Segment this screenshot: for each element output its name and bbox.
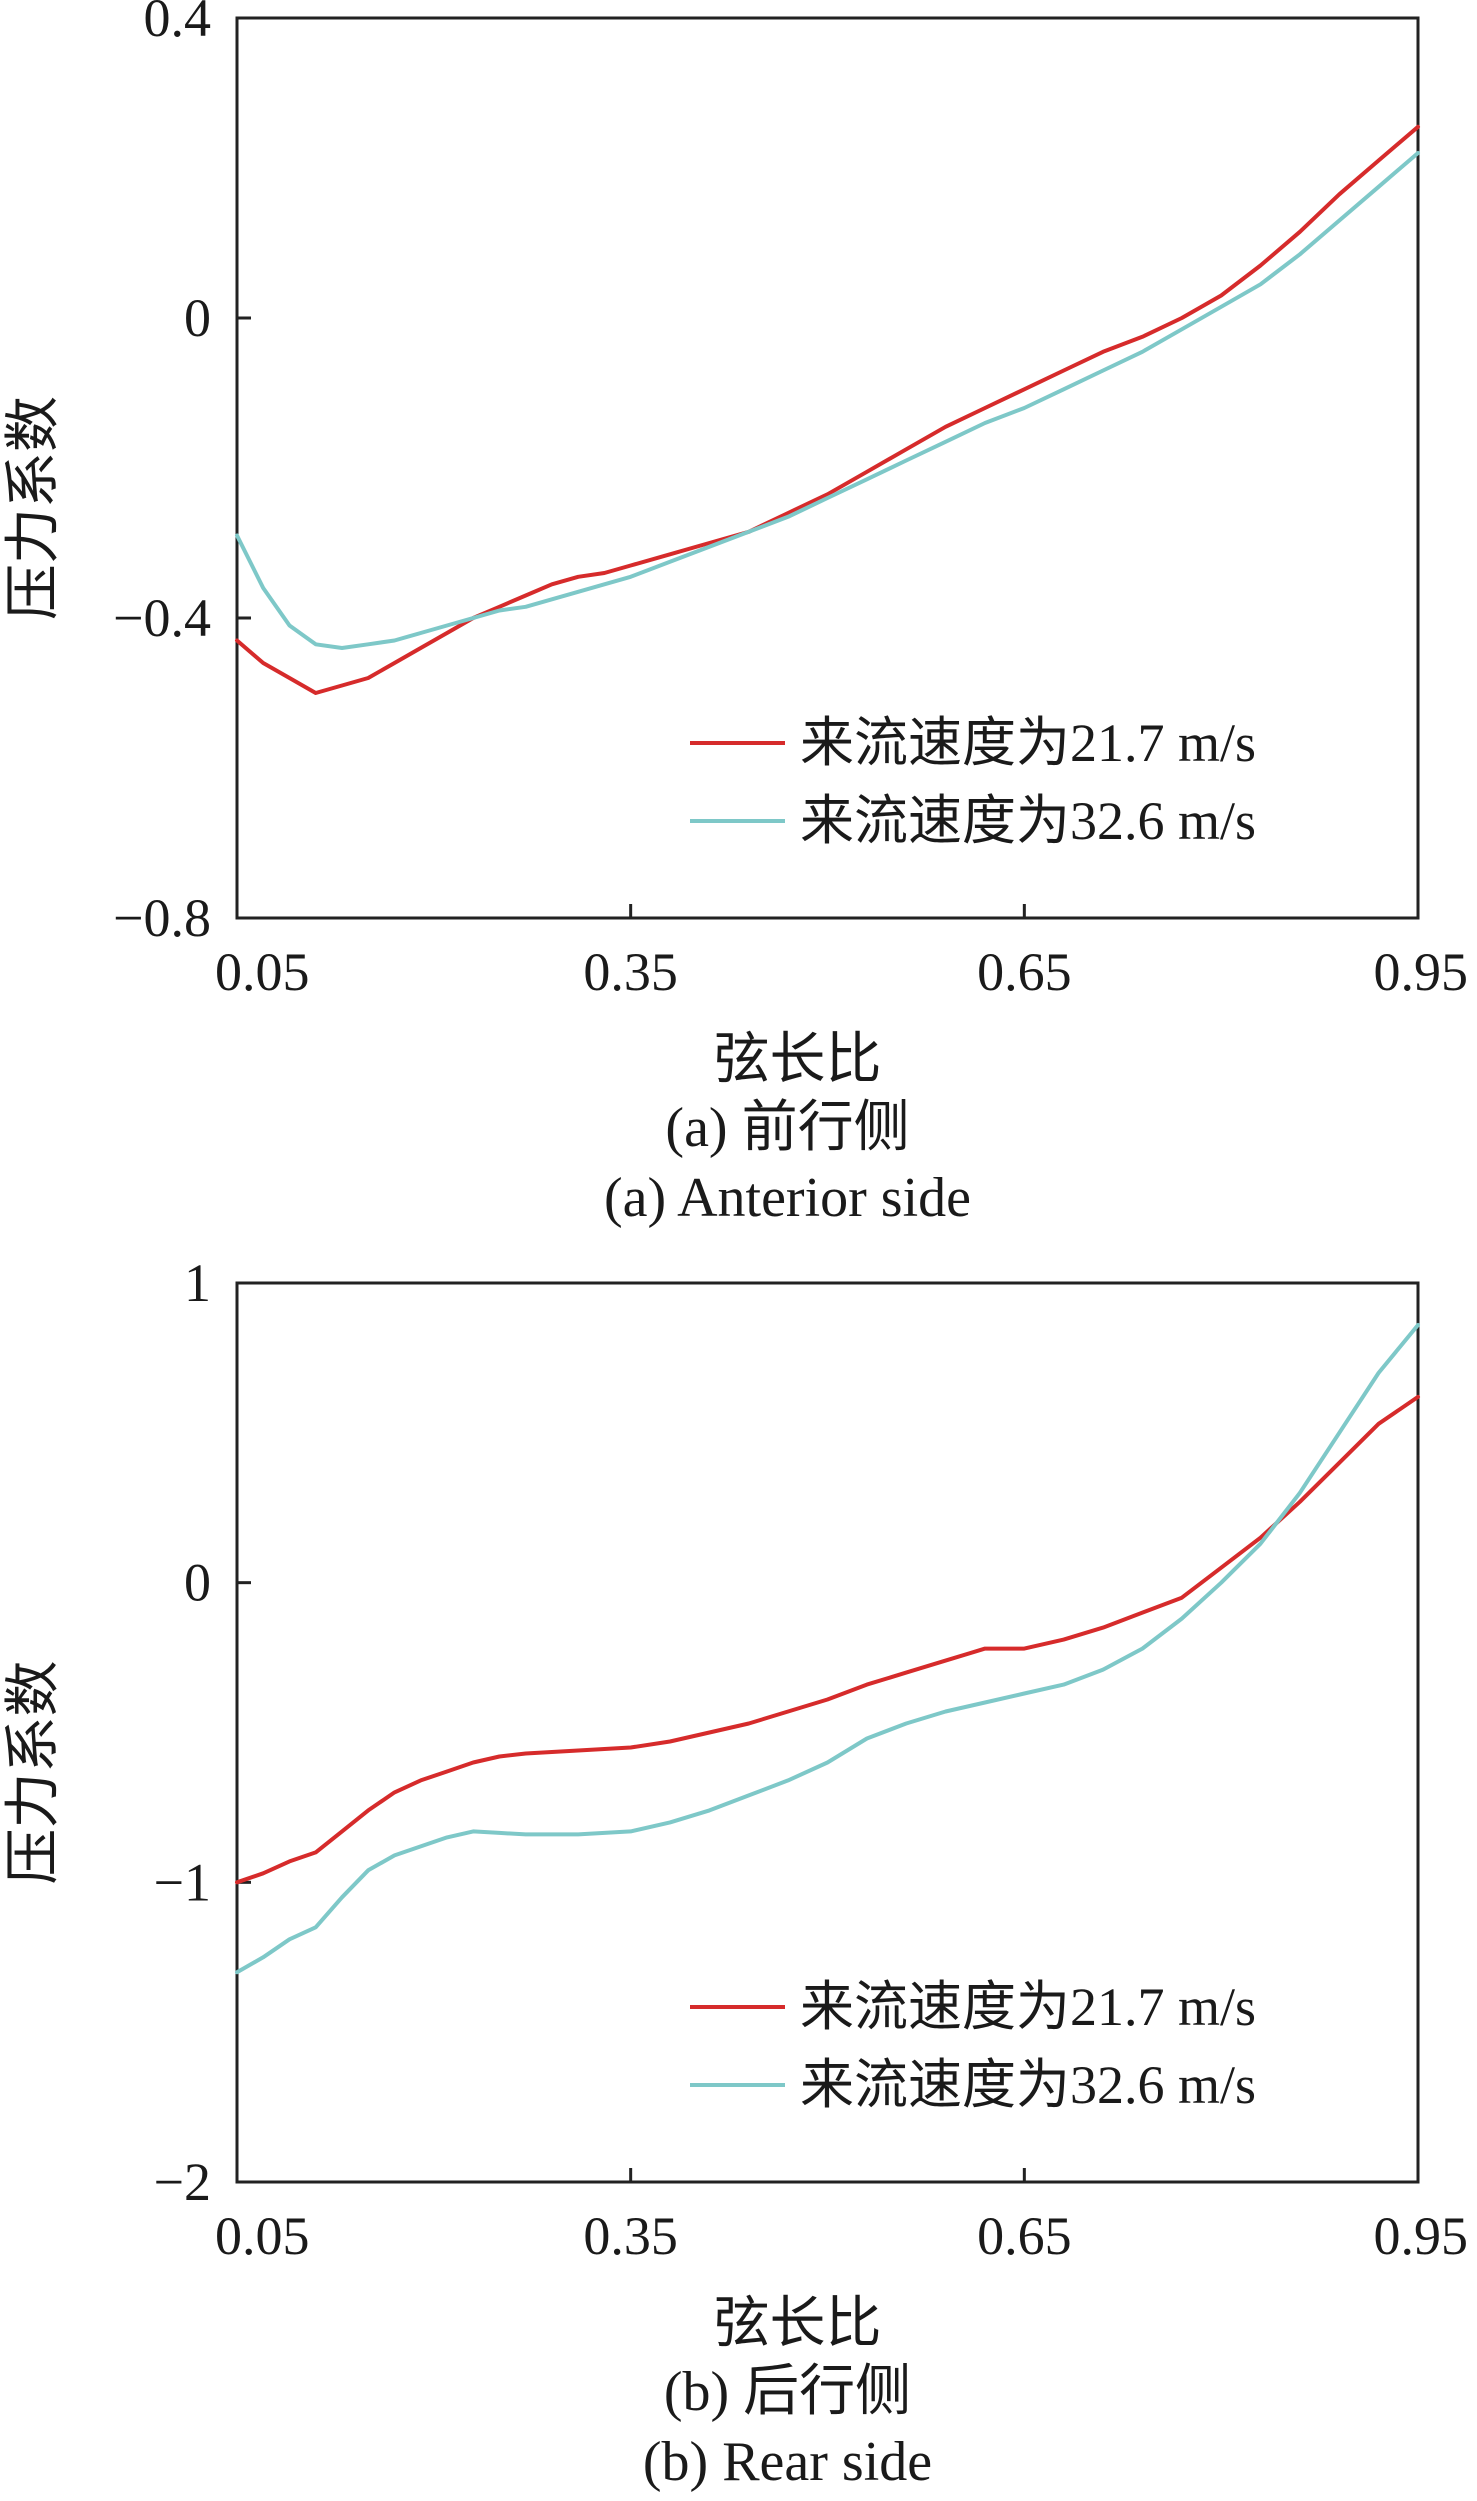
series-line-21-7 (235, 124, 1420, 695)
x-tick-label: 0.95 (1374, 942, 1469, 1002)
y-tick-label: −2 (154, 2152, 211, 2212)
x-tick-label: 0.05 (215, 942, 310, 1002)
plot-frame (235, 1281, 1420, 2184)
series-line-32-6 (235, 151, 1420, 650)
y-tick-label: 0.4 (144, 0, 212, 48)
y-tick-label: 0 (184, 288, 211, 348)
x-axis-label: 弦长比 (714, 1029, 882, 1091)
y-axis-label: 压力系数 (3, 1661, 65, 1885)
x-tick-label: 0.65 (977, 942, 1072, 1002)
y-tick-label: −1 (154, 1852, 211, 1912)
chart-panel-rear: 0.05 0.35 0.65 0.95 1 0 −1 −2 弦长比 压力系数 (b) 后行侧 (b) … (3, 1253, 1468, 2493)
y-tick-label: 1 (184, 1253, 211, 1313)
x-axis-label: 弦长比 (714, 2293, 882, 2355)
x-tick-label: 0.95 (1374, 2206, 1469, 2266)
y-axis-label: 压力系数 (3, 396, 65, 620)
legend-label: 来流速度为21.7 m/s (800, 713, 1256, 773)
caption-chinese: (b) 后行侧 (664, 2361, 911, 2423)
x-tick-label: 0.35 (583, 2206, 678, 2266)
caption-english: (b) Rear side (643, 2431, 932, 2493)
caption-english: (a) Anterior side (604, 1167, 971, 1229)
plot-frame (235, 16, 1420, 920)
series-line-21-7 (235, 1394, 1420, 1885)
legend-label: 来流速度为32.6 m/s (800, 2055, 1256, 2115)
legend-label: 来流速度为32.6 m/s (800, 791, 1256, 851)
x-tick-label: 0.65 (977, 2206, 1072, 2266)
y-tick-label: −0.8 (113, 888, 211, 948)
x-tick-label: 0.05 (215, 2206, 310, 2266)
y-tick-label: 0 (184, 1553, 211, 1613)
caption-chinese: (a) 前行侧 (665, 1097, 909, 1159)
y-tick-label: −0.4 (113, 588, 211, 648)
x-tick-label: 0.35 (583, 942, 678, 1002)
series-line-32-6 (235, 1323, 1420, 1975)
chart-panel-anterior: 0.05 0.35 0.65 0.95 0.4 0 −0.4 −0.8 弦长比 压力系数 (a) 前… (3, 0, 1468, 1229)
legend-label: 来流速度为21.7 m/s (800, 1977, 1256, 2037)
